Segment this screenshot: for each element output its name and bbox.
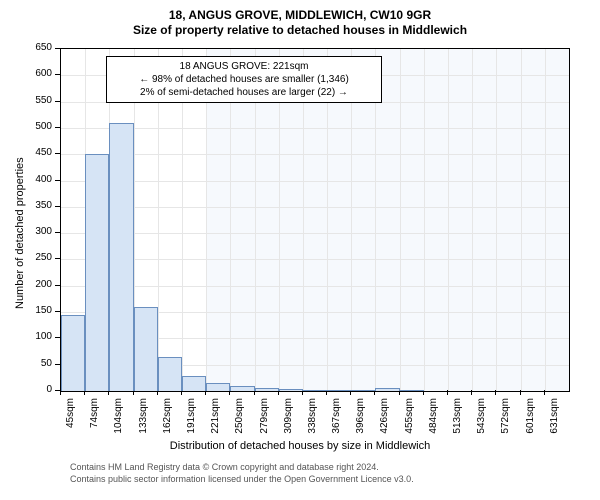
- histogram-bar: [134, 307, 158, 391]
- grid-line: [472, 49, 473, 391]
- histogram-bar: [182, 376, 206, 391]
- histogram-bar: [206, 383, 230, 391]
- grid-line: [545, 49, 546, 391]
- x-tick-label: 543sqm: [476, 398, 487, 498]
- grid-line: [61, 207, 569, 208]
- histogram-bar: [400, 390, 424, 391]
- grid-line: [400, 49, 401, 391]
- x-tick-label: 309sqm: [283, 398, 294, 498]
- histogram-bar: [351, 390, 375, 391]
- y-tick-label: 300: [0, 226, 52, 237]
- y-tick-label: 400: [0, 174, 52, 185]
- y-tick-label: 550: [0, 95, 52, 106]
- histogram-bar: [375, 388, 399, 391]
- annotation-line1: 18 ANGUS GROVE: 221sqm: [113, 60, 375, 73]
- y-tick-label: 250: [0, 252, 52, 263]
- y-tick-label: 150: [0, 305, 52, 316]
- histogram-bar: [230, 386, 254, 391]
- x-tick-label: 133sqm: [138, 398, 149, 498]
- y-tick-label: 500: [0, 121, 52, 132]
- grid-line: [61, 233, 569, 234]
- y-tick-label: 100: [0, 331, 52, 342]
- x-tick-label: 426sqm: [379, 398, 390, 498]
- grid-line: [61, 128, 569, 129]
- y-tick: [55, 285, 60, 286]
- histogram-bar: [109, 123, 133, 391]
- x-tick-label: 191sqm: [186, 398, 197, 498]
- y-tick: [55, 232, 60, 233]
- y-tick-label: 0: [0, 384, 52, 395]
- y-tick: [55, 127, 60, 128]
- histogram-bar: [85, 154, 109, 391]
- y-tick-label: 50: [0, 358, 52, 369]
- y-tick: [55, 48, 60, 49]
- grid-line: [521, 49, 522, 391]
- y-tick: [55, 337, 60, 338]
- x-tick-label: 601sqm: [525, 398, 536, 498]
- y-tick: [55, 258, 60, 259]
- x-tick-label: 250sqm: [234, 398, 245, 498]
- y-tick: [55, 101, 60, 102]
- y-tick: [55, 74, 60, 75]
- x-tick-label: 162sqm: [162, 398, 173, 498]
- grid-line: [61, 154, 569, 155]
- annotation-line2: ← 98% of detached houses are smaller (1,…: [113, 73, 375, 86]
- title-line2: Size of property relative to detached ho…: [0, 23, 600, 38]
- histogram-bar: [327, 390, 351, 391]
- y-tick-label: 350: [0, 200, 52, 211]
- y-tick: [55, 206, 60, 207]
- x-tick-label: 104sqm: [113, 398, 124, 498]
- y-tick-label: 650: [0, 42, 52, 53]
- histogram-bar: [279, 389, 303, 391]
- grid-line: [61, 259, 569, 260]
- y-tick: [55, 311, 60, 312]
- grid-line: [61, 181, 569, 182]
- annotation-box: 18 ANGUS GROVE: 221sqm ← 98% of detached…: [106, 56, 382, 103]
- y-tick: [55, 180, 60, 181]
- y-tick-label: 600: [0, 68, 52, 79]
- grid-line: [448, 49, 449, 391]
- y-tick-label: 200: [0, 279, 52, 290]
- histogram-bar: [303, 390, 327, 391]
- x-tick-label: 279sqm: [259, 398, 270, 498]
- x-tick-label: 455sqm: [404, 398, 415, 498]
- x-tick-label: 221sqm: [210, 398, 221, 498]
- x-tick-label: 631sqm: [549, 398, 560, 498]
- grid-line: [61, 286, 569, 287]
- x-tick-label: 338sqm: [307, 398, 318, 498]
- chart-title: 18, ANGUS GROVE, MIDDLEWICH, CW10 9GR Si…: [0, 0, 600, 38]
- y-tick-label: 450: [0, 147, 52, 158]
- grid-line: [496, 49, 497, 391]
- x-tick-label: 484sqm: [428, 398, 439, 498]
- x-tick-label: 513sqm: [452, 398, 463, 498]
- x-tick-label: 396sqm: [355, 398, 366, 498]
- histogram-bar: [158, 357, 182, 391]
- histogram-bar: [255, 388, 279, 391]
- x-tick-label: 367sqm: [331, 398, 342, 498]
- title-line1: 18, ANGUS GROVE, MIDDLEWICH, CW10 9GR: [0, 8, 600, 23]
- annotation-line3: 2% of semi-detached houses are larger (2…: [113, 86, 375, 99]
- x-tick-label: 45sqm: [65, 398, 76, 498]
- x-tick-label: 572sqm: [500, 398, 511, 498]
- y-tick: [55, 364, 60, 365]
- y-tick: [55, 153, 60, 154]
- property-size-histogram: 18, ANGUS GROVE, MIDDLEWICH, CW10 9GR Si…: [0, 0, 600, 500]
- histogram-bar: [61, 315, 85, 391]
- grid-line: [424, 49, 425, 391]
- x-tick-label: 74sqm: [89, 398, 100, 498]
